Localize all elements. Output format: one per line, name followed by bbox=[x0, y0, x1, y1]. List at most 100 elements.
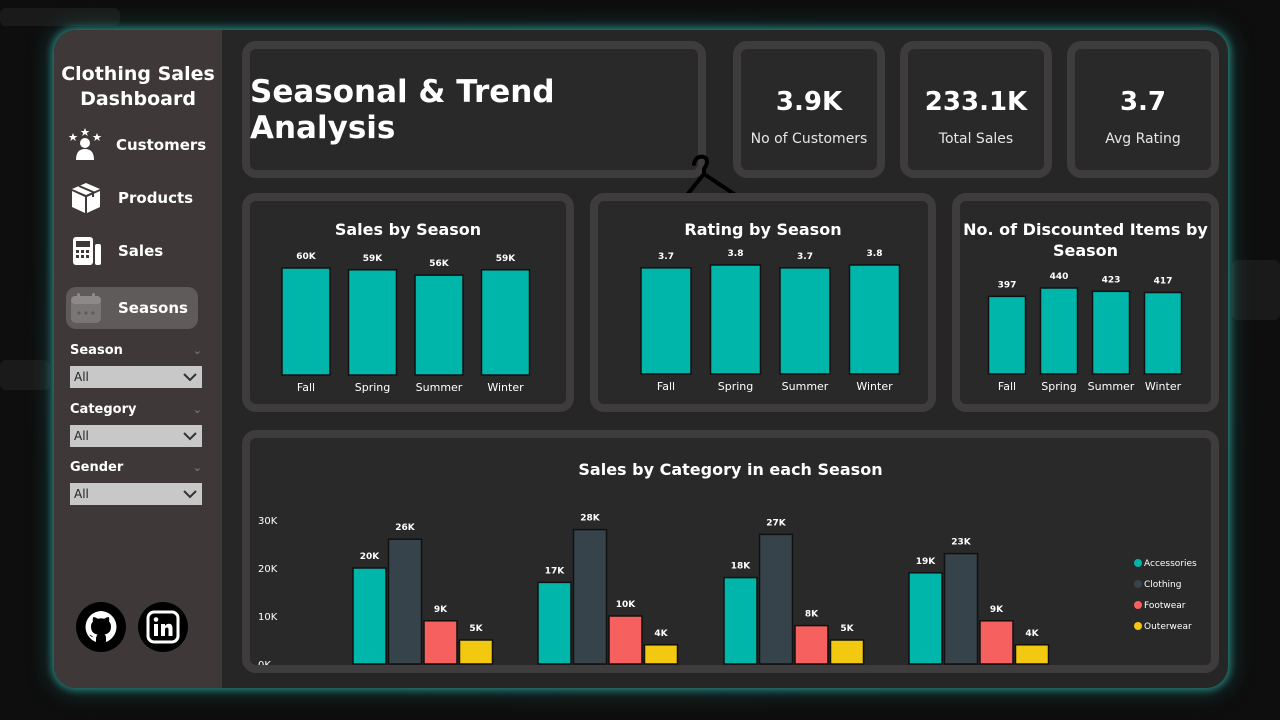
sidebar: Clothing Sales Dashboard Customers bbox=[54, 30, 222, 688]
bar bbox=[779, 267, 831, 375]
x-tick-label: Spring bbox=[1041, 380, 1077, 393]
bar bbox=[458, 639, 494, 665]
gender-dropdown[interactable]: All bbox=[70, 483, 202, 505]
nav-item-products[interactable]: Products bbox=[66, 177, 198, 219]
legend-label: Clothing bbox=[1144, 580, 1181, 590]
x-tick-label: Fall bbox=[297, 381, 315, 394]
data-label: 3.7 bbox=[658, 252, 674, 262]
kpi-value: 3.9K bbox=[775, 87, 843, 117]
bar bbox=[640, 267, 692, 375]
products-box-icon bbox=[68, 180, 104, 216]
bar bbox=[423, 620, 458, 665]
kpi-card-total-sales: 233.1K Total Sales bbox=[900, 41, 1052, 178]
bar bbox=[387, 538, 423, 665]
bar bbox=[608, 615, 643, 665]
data-label: 8K bbox=[805, 610, 819, 620]
data-label: 9K bbox=[990, 605, 1004, 615]
bar bbox=[414, 274, 464, 376]
category-dropdown-value: All bbox=[74, 429, 89, 443]
legend-marker bbox=[1134, 622, 1142, 630]
x-tick-label: Summer bbox=[416, 381, 463, 394]
kpi-value: 3.7 bbox=[1119, 87, 1167, 117]
bar bbox=[1014, 644, 1050, 665]
x-tick-label: Winter bbox=[1145, 380, 1182, 393]
kpi-label: Avg Rating bbox=[1105, 131, 1181, 147]
discounted-items-card: No. of Discounted Items by Season 397 Fal… bbox=[952, 193, 1219, 412]
chart-title: Sales by Category in each Season bbox=[578, 460, 883, 479]
nav-label-sales: Sales bbox=[118, 242, 164, 260]
chevron-down-icon[interactable]: ⌄ bbox=[192, 461, 202, 474]
nav-label-products: Products bbox=[118, 189, 194, 207]
y-tick-label: 0K bbox=[258, 660, 271, 665]
data-label: 397 bbox=[998, 280, 1017, 290]
chevron-down-icon bbox=[183, 373, 197, 382]
legend-label: Accessories bbox=[1144, 559, 1197, 569]
bar bbox=[537, 581, 572, 665]
nav-label-seasons: Seasons bbox=[118, 299, 188, 317]
nav-item-seasons[interactable]: Seasons bbox=[66, 287, 198, 329]
season-slicer: Season ⌄ All bbox=[70, 343, 202, 388]
nav-item-sales[interactable]: Sales bbox=[66, 230, 198, 272]
sales-register-icon bbox=[68, 233, 104, 269]
y-tick-label: 30K bbox=[258, 516, 278, 527]
x-tick-label: Winter bbox=[856, 380, 893, 393]
season-dropdown[interactable]: All bbox=[70, 366, 202, 388]
chart-title: No. of Discounted Items by Season bbox=[963, 220, 1208, 260]
category-dropdown[interactable]: All bbox=[70, 425, 202, 447]
x-tick-label: Fall bbox=[657, 380, 675, 393]
bar bbox=[1143, 291, 1183, 375]
bar bbox=[281, 267, 331, 376]
rating-by-season-card: Rating by Season 3.7 Fall 3.8 Spring 3.7 Summ… bbox=[590, 193, 936, 412]
data-label: 440 bbox=[1050, 272, 1069, 282]
app-title: Clothing Sales Dashboard bbox=[61, 63, 215, 110]
nav-label-customers: Customers bbox=[116, 136, 207, 154]
data-label: 20K bbox=[360, 552, 381, 562]
x-tick-label: Summer bbox=[1088, 380, 1135, 393]
kpi-label: Total Sales bbox=[938, 131, 1014, 147]
chart-title: Rating by Season bbox=[684, 220, 842, 239]
legend-label: Footwear bbox=[1144, 601, 1186, 611]
bar bbox=[979, 620, 1014, 665]
data-label: 59K bbox=[363, 254, 384, 264]
data-label: 3.8 bbox=[867, 249, 883, 259]
linkedin-icon bbox=[146, 610, 180, 644]
github-link[interactable] bbox=[76, 602, 126, 652]
bar bbox=[908, 572, 943, 665]
background-blur-shape bbox=[1232, 260, 1280, 320]
sales-by-season-chart: 60K Fall 59K Spring 56K Summer 59K Winter bbox=[281, 252, 531, 394]
page-title-card: Seasonal & Trend Analysis bbox=[242, 41, 706, 178]
legend-marker bbox=[1134, 559, 1142, 567]
x-tick-label: Spring bbox=[718, 380, 754, 393]
kpi-value: 233.1K bbox=[924, 87, 1028, 117]
kpi-label: No of Customers bbox=[750, 131, 868, 147]
data-label: 59K bbox=[496, 254, 517, 264]
legend-marker bbox=[1134, 580, 1142, 588]
data-label: 4K bbox=[654, 629, 668, 639]
data-label: 60K bbox=[296, 252, 317, 262]
data-label: 19K bbox=[916, 557, 937, 567]
dashboard-frame: Clothing Sales Dashboard Customers bbox=[54, 30, 1228, 688]
discounted-items-chart: 397 Fall 440 Spring 423 Summer 417 Winter bbox=[987, 272, 1183, 393]
background-blur-shape bbox=[0, 360, 50, 390]
chevron-down-icon bbox=[183, 490, 197, 499]
chevron-down-icon[interactable]: ⌄ bbox=[192, 344, 202, 357]
data-label: 56K bbox=[429, 259, 450, 269]
customers-icon bbox=[68, 127, 102, 163]
data-label: 10K bbox=[616, 600, 637, 610]
data-label: 4K bbox=[1025, 629, 1039, 639]
github-icon bbox=[84, 610, 118, 644]
data-label: 27K bbox=[766, 518, 787, 528]
chevron-down-icon[interactable]: ⌄ bbox=[192, 403, 202, 416]
page-title: Seasonal & Trend Analysis bbox=[250, 73, 555, 146]
data-label: 417 bbox=[1154, 276, 1173, 286]
legend-marker bbox=[1134, 601, 1142, 609]
data-label: 26K bbox=[395, 523, 416, 533]
nav-item-customers[interactable]: Customers bbox=[66, 124, 206, 166]
chevron-down-icon bbox=[183, 432, 197, 441]
bar bbox=[1091, 290, 1131, 375]
linkedin-link[interactable] bbox=[138, 602, 188, 652]
x-tick-label: Fall bbox=[998, 380, 1016, 393]
data-label: 9K bbox=[434, 605, 448, 615]
calendar-icon bbox=[68, 290, 104, 326]
kpi-card-avg-rating: 3.7 Avg Rating bbox=[1067, 41, 1219, 178]
